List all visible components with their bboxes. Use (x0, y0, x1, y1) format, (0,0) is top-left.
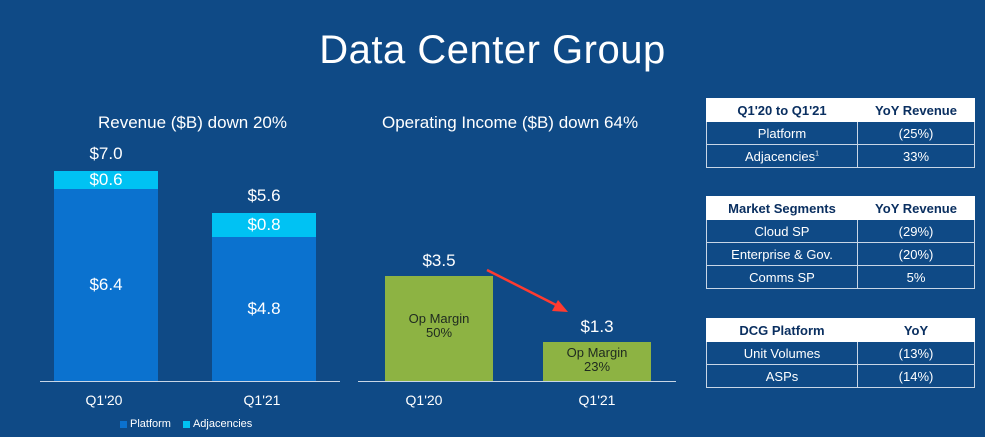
adjacencies-value-label: $0.6 (89, 170, 123, 189)
op-margin-value: 50% (425, 325, 453, 340)
table-cell: Unit Volumes (706, 341, 858, 365)
table-market-segments: Market Segments YoY Revenue Cloud SP (29… (706, 196, 975, 289)
table-cell: (13%) (857, 341, 975, 365)
platform-value-label: $6.4 (89, 275, 123, 294)
table-cell: Cloud SP (706, 219, 858, 243)
total-value-label: $7.0 (89, 144, 123, 163)
table-cell: (29%) (857, 219, 975, 243)
total-value-label: $5.6 (247, 186, 281, 205)
op-margin-label: Op Margin (408, 311, 470, 326)
revenue-axis (40, 381, 340, 382)
opincome-bar (543, 342, 651, 381)
legend-adjacencies: Adjacencies (182, 418, 253, 430)
opincome-xtick-q1-20: Q1'20 (405, 392, 443, 408)
table-header-cell: Market Segments (706, 196, 858, 220)
page-title: Data Center Group (319, 28, 666, 72)
legend-platform: Platform (120, 418, 171, 430)
opincome-value-label: $1.3 (580, 317, 614, 336)
legend-platform-label: Platform (130, 418, 171, 430)
revenue-chart-title: Revenue ($B) down 20% (98, 113, 288, 132)
table-header-cell: YoY Revenue (857, 196, 975, 220)
adjacencies-bar (54, 171, 158, 189)
legend-adjacencies-label: Adjacencies (192, 418, 253, 430)
table-header: Market Segments YoY Revenue (706, 196, 975, 220)
op-margin-value: 23% (583, 359, 611, 374)
table-cell: 33% (857, 144, 975, 168)
table-cell: Platform (706, 121, 858, 145)
table-header-cell: DCG Platform (706, 318, 858, 342)
table-row: ASPs (14%) (706, 364, 975, 388)
opincome-bar (385, 276, 493, 381)
adjacencies-bar (212, 213, 316, 237)
table-cell: Comms SP (706, 265, 858, 289)
table-header: Q1'20 to Q1'21 YoY Revenue (706, 98, 975, 122)
platform-value-label: $4.8 (247, 299, 281, 318)
table-cell: (25%) (857, 121, 975, 145)
platform-bar (212, 237, 316, 381)
revenue-xtick-q1-20: Q1'20 (85, 392, 123, 408)
adjacencies-value-label: $0.8 (247, 215, 281, 234)
footnote-marker: 1 (815, 150, 819, 158)
table-cell: Enterprise & Gov. (706, 242, 858, 266)
table-row: Unit Volumes (13%) (706, 341, 975, 365)
table-header: DCG Platform YoY (706, 318, 975, 342)
table-row: Enterprise & Gov. (20%) (706, 242, 975, 266)
table-dcg-platform: DCG Platform YoY Unit Volumes (13%) ASPs… (706, 318, 975, 388)
revenue-xtick-q1-21: Q1'21 (243, 392, 281, 408)
legend-adjacencies-swatch (182, 420, 190, 428)
revenue-legend: Platform Adjacencies (120, 418, 252, 430)
table-cell: (20%) (857, 242, 975, 266)
decline-arrow-head (552, 300, 568, 312)
table-row: Cloud SP (29%) (706, 219, 975, 243)
opincome-xtick-q1-21: Q1'21 (578, 392, 616, 408)
table-cell-text: Adjacencies (744, 148, 816, 164)
decline-arrow-line (486, 268, 559, 308)
table-header-cell: Q1'20 to Q1'21 (706, 98, 858, 122)
opincome-value-label: $3.5 (422, 251, 456, 270)
table-q1-yoy: Q1'20 to Q1'21 YoY Revenue Platform (25%… (706, 98, 975, 168)
table-row: Comms SP 5% (706, 265, 975, 289)
table-cell: 5% (857, 265, 975, 289)
table-header-cell: YoY Revenue (857, 98, 975, 122)
opincome-chart-title: Operating Income ($B) down 64% (382, 113, 639, 132)
table-cell: (14%) (857, 364, 975, 388)
op-margin-label: Op Margin (566, 345, 628, 360)
legend-platform-swatch (120, 420, 127, 428)
platform-bar (54, 189, 158, 381)
table-cell: ASPs (706, 364, 858, 388)
table-cell: Adjacencies1 (706, 144, 858, 168)
table-header-cell: YoY (857, 318, 975, 342)
opincome-axis (358, 381, 676, 382)
table-row: Adjacencies1 33% (706, 144, 975, 168)
table-row: Platform (25%) (706, 121, 975, 145)
